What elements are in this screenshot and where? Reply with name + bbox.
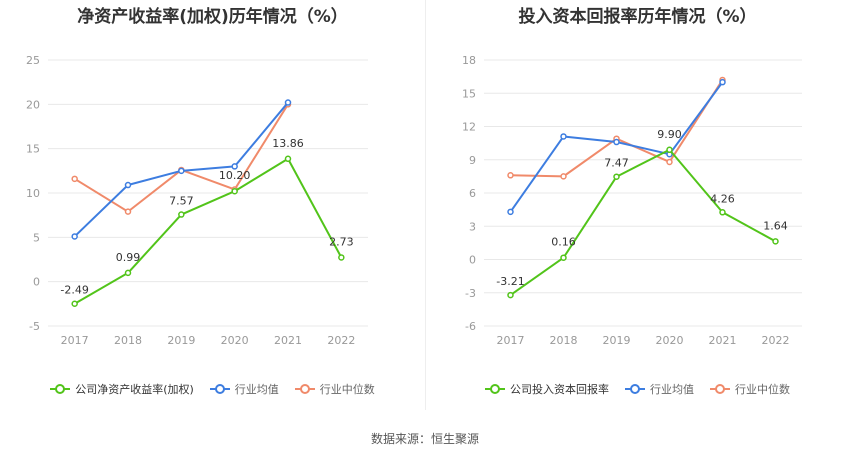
y-tick-label: -5 xyxy=(29,320,40,333)
data-point-company xyxy=(560,254,567,261)
x-tick-label: 2017 xyxy=(61,334,89,347)
legend-label: 公司投入资本回报率 xyxy=(510,383,609,396)
data-point-company xyxy=(124,269,132,277)
data-point-company xyxy=(71,300,78,307)
data-label: 1.64 xyxy=(763,219,788,232)
legend-label: 行业中位数 xyxy=(735,383,790,396)
legend-item-company[interactable]: 公司净资产收益率(加权) xyxy=(50,381,194,397)
data-point-company xyxy=(613,173,620,180)
x-tick-label: 2022 xyxy=(762,334,790,347)
x-tick-label: 2021 xyxy=(709,334,737,347)
legend-item-avg[interactable]: 行业均值 xyxy=(625,381,694,397)
legend-label: 行业均值 xyxy=(234,383,279,396)
data-label: -3.21 xyxy=(496,275,524,288)
data-source-note: 数据来源：恒生聚源 xyxy=(370,432,479,446)
data-label: 0.99 xyxy=(116,251,141,264)
data-point-median xyxy=(507,172,514,179)
x-tick-label: 2019 xyxy=(603,334,631,347)
data-label: 9.90 xyxy=(657,128,682,141)
data-point-company xyxy=(284,155,292,163)
y-tick-label: 0 xyxy=(469,254,476,267)
data-label: 7.47 xyxy=(604,157,629,170)
panel-divider xyxy=(425,0,426,410)
data-point-median xyxy=(124,208,132,215)
legend-item-company[interactable]: 公司投入资本回报率 xyxy=(485,381,609,397)
y-tick-label: 15 xyxy=(462,87,476,100)
roe-line-chart: -5 0 5 10 15 20 25 2017 2018 2019 2020 2021 2022 -2.4… xyxy=(26,54,368,347)
data-point-company xyxy=(507,291,514,299)
y-tick-label: 0 xyxy=(33,276,40,289)
y-tick-label: 10 xyxy=(26,187,40,200)
legend-marker-icon xyxy=(294,383,315,395)
x-tick-label: 2021 xyxy=(274,334,302,347)
y-tick-label: 20 xyxy=(26,98,40,111)
chart-legend: 公司净资产收益率(加权) 行业均值 行业中位数 xyxy=(0,381,425,397)
x-tick-label: 2020 xyxy=(221,334,249,347)
legend-marker-icon xyxy=(485,383,505,395)
y-tick-label: 5 xyxy=(33,231,40,244)
data-label: -2.49 xyxy=(60,284,88,297)
x-tick-label: 2017 xyxy=(497,334,525,347)
x-tick-label: 2018 xyxy=(550,334,578,347)
data-point-median xyxy=(71,175,78,183)
data-point-avg xyxy=(719,78,726,86)
data-point-company xyxy=(772,238,779,245)
y-tick-label: 6 xyxy=(469,187,476,200)
legend-label: 公司净资产收益率(加权) xyxy=(75,383,194,396)
data-label: 7.57 xyxy=(169,195,194,208)
data-point-avg xyxy=(284,99,292,106)
series-line-company xyxy=(74,157,343,305)
series-line-avg xyxy=(509,81,724,213)
y-tick-label: 3 xyxy=(469,220,476,233)
data-point-company xyxy=(178,211,185,218)
legend-marker-icon xyxy=(710,383,730,395)
data-point-avg xyxy=(507,208,514,216)
legend-marker-icon xyxy=(209,383,230,395)
legend-marker-icon xyxy=(50,383,71,395)
data-point-median xyxy=(560,173,567,180)
data-label: 0.16 xyxy=(551,236,576,249)
data-point-company xyxy=(719,209,726,216)
x-tick-label: 2022 xyxy=(327,334,355,347)
roic-chart-panel: 投入资本回报率历年情况（%） -6 -3 0 3 6 9 12 15 18 2017 2018 201… xyxy=(425,0,850,410)
data-point-avg xyxy=(231,163,238,170)
data-point-company xyxy=(338,254,345,261)
y-tick-label: 25 xyxy=(26,54,40,67)
x-tick-label: 2019 xyxy=(167,334,195,347)
y-tick-label: 12 xyxy=(462,121,476,134)
y-tick-label: 15 xyxy=(26,143,40,156)
y-tick-label: -6 xyxy=(465,320,476,333)
series-line-company xyxy=(509,148,776,296)
roic-line-chart: -6 -3 0 3 6 9 12 15 18 2017 2018 2019 2020 2021 2022 -3… xyxy=(462,54,802,347)
y-tick-label: 18 xyxy=(462,54,476,67)
data-point-avg xyxy=(71,233,78,240)
data-point-company xyxy=(666,146,673,154)
legend-label: 行业均值 xyxy=(650,383,694,396)
data-point-median xyxy=(666,158,673,166)
data-point-avg xyxy=(178,167,185,175)
y-tick-label: -3 xyxy=(465,287,476,300)
data-point-avg xyxy=(124,181,132,189)
data-label: 10.20 xyxy=(219,169,251,182)
data-label: 4.26 xyxy=(710,192,735,205)
x-tick-label: 2020 xyxy=(656,334,684,347)
data-point-avg xyxy=(560,133,567,140)
roe-chart-panel: 净资产收益率(加权)历年情况（%） -5 0 5 10 15 20 25 2017 2018 20… xyxy=(0,0,425,410)
data-label: 13.86 xyxy=(272,137,304,150)
legend-item-avg[interactable]: 行业均值 xyxy=(209,381,279,397)
chart-title: 投入资本回报率历年情况（%） xyxy=(518,7,757,27)
legend-marker-icon xyxy=(625,383,645,395)
data-label: 2.73 xyxy=(329,235,354,248)
y-tick-label: 9 xyxy=(469,154,476,167)
legend-item-median[interactable]: 行业中位数 xyxy=(294,381,375,397)
data-point-company xyxy=(231,187,238,195)
data-point-avg xyxy=(613,138,620,146)
legend-item-median[interactable]: 行业中位数 xyxy=(710,381,790,397)
chart-legend: 公司投入资本回报率 行业均值 行业中位数 xyxy=(425,381,850,397)
legend-label: 行业中位数 xyxy=(319,383,375,396)
x-tick-label: 2018 xyxy=(114,334,142,347)
chart-title: 净资产收益率(加权)历年情况（%） xyxy=(77,7,348,27)
